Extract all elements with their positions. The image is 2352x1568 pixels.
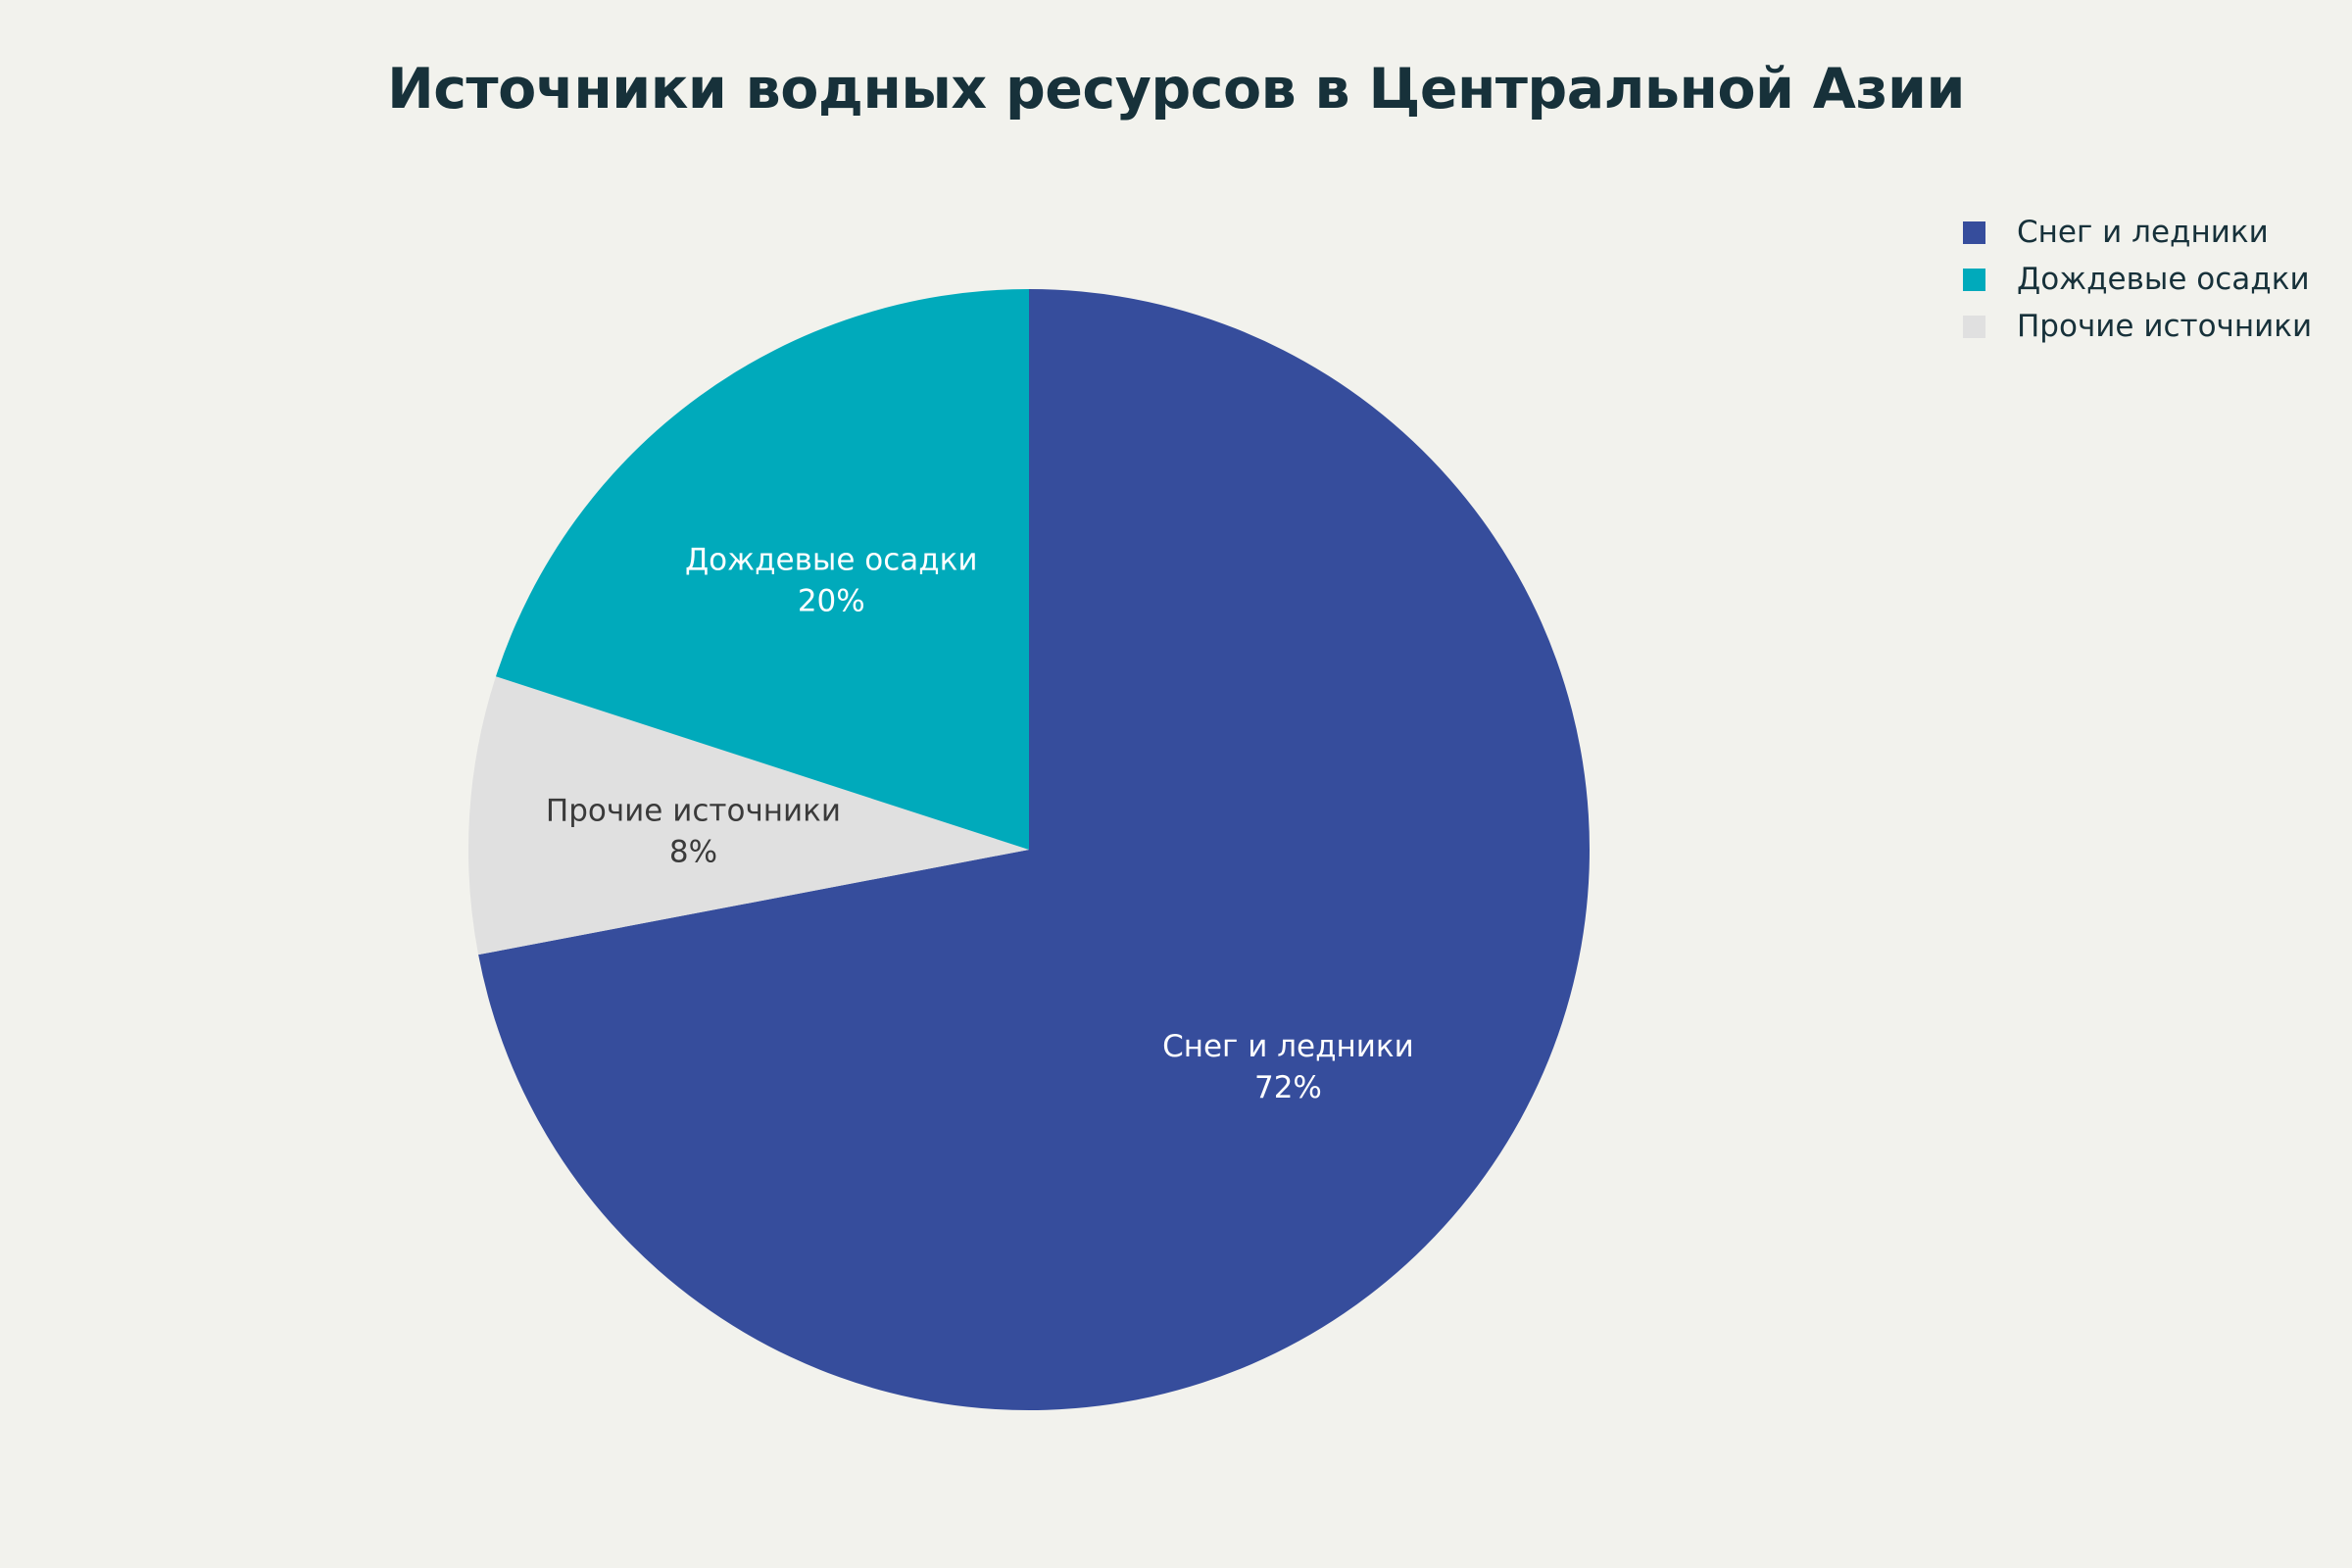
legend-item-rain[interactable]: Дождевые осадки [1963,256,2312,303]
slice-label-other: Прочие источники [546,793,841,828]
slice-label-snow: Снег и ледники [1162,1029,1414,1064]
pie-slice-other[interactable] [467,676,1029,956]
slice-label-rain: Дождевые осадки [685,542,978,577]
legend: Снег и ледники Дождевые осадки Прочие ис… [1963,209,2312,350]
legend-swatch-other [1963,315,1985,338]
legend-label-rain: Дождевые осадки [2017,262,2310,297]
pie-slice-snow[interactable] [478,289,1591,1410]
pie-slice-rain[interactable] [495,289,1029,850]
chart-title: Источники водных ресурсов в Центральной … [387,57,1965,122]
legend-label-other: Прочие источники [2017,309,2313,344]
legend-swatch-snow [1963,220,1985,244]
legend-label-snow: Снег и ледники [2017,215,2269,250]
slice-value-snow: 72% [1254,1070,1322,1105]
legend-swatch-rain [1963,268,1985,291]
legend-item-other[interactable]: Прочие источники [1963,303,2312,350]
legend-item-snow[interactable]: Снег и ледники [1963,209,2312,256]
slice-value-other: 8% [669,834,717,869]
slice-value-rain: 20% [798,583,865,618]
